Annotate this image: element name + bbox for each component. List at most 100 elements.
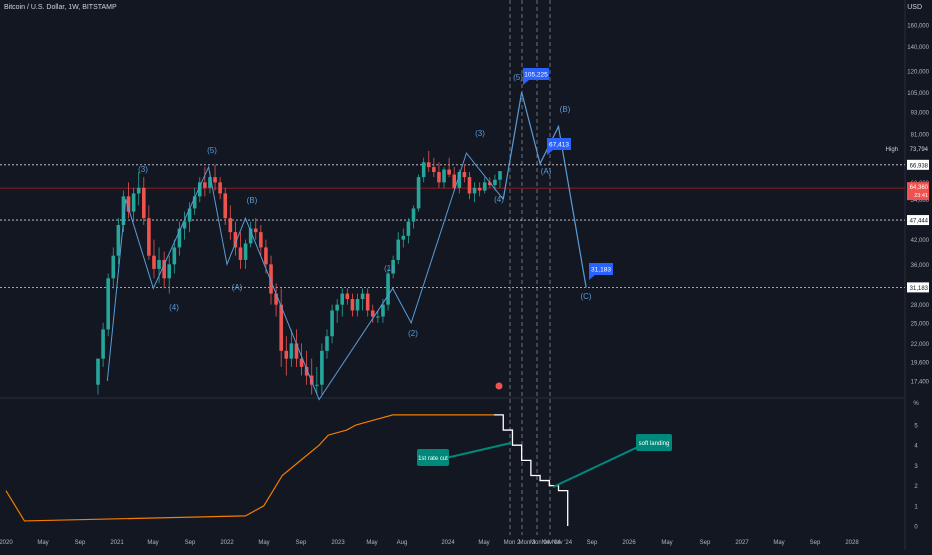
price-tick-label: 25,000 [911,321,930,327]
candle-body [391,259,395,274]
candle-body [325,336,329,351]
wave-label: (B) [247,196,258,205]
price-tick-label: 42,000 [911,238,930,244]
rate-tick-label: 1 [914,504,918,510]
price-tick-label: 120,000 [907,70,929,76]
time-tick-label: 2027 [735,540,749,546]
candle-body [294,343,299,359]
candle-body [482,182,487,191]
candle-body [141,187,146,219]
time-tick-label: 2026 [622,540,636,546]
price-callouts: 105,225 67,413 31,183 [523,68,613,280]
price-tick-label: 19,600 [911,360,930,366]
price-tick-label: 140,000 [907,45,929,51]
candle-body [116,225,121,256]
time-tick-label: Nov '24 [552,540,573,546]
price-tick-label: 105,000 [907,91,929,97]
high-value: 73,794 [910,147,929,153]
current-price-tag [907,182,929,201]
candle-body [447,169,451,175]
rate-unit-label: % [913,401,919,407]
time-tick-label: 2022 [220,540,234,546]
time-tick-label: May [366,540,377,546]
wave-label: (3) [475,129,485,138]
candle-body [335,304,339,311]
wave-label: (4) [169,303,179,312]
price-callout-box [547,138,571,155]
candle-body [488,182,492,186]
time-tick-label: May [147,540,158,546]
time-tick-label: May [661,540,672,546]
wave-label: (3) [138,165,148,174]
price-level-tag-text: 66,938 [910,163,929,169]
annotation-pointer [445,442,512,459]
candle-body [208,177,212,188]
candle-body [370,310,375,317]
candle-body [381,304,385,317]
candle-body [279,304,283,351]
candle-body [472,187,477,194]
candle-body [421,162,426,178]
time-tick-label: Aug [397,540,408,546]
rate-history-line [5,414,495,522]
candle-body [269,264,273,294]
candle-body [457,172,462,188]
candle-body [376,316,380,318]
time-tick-label: Sep [810,540,821,546]
price-tick-label: 54,000 [911,198,930,204]
time-tick-label: Sep [75,540,86,546]
candle-body [498,171,502,180]
candle-body [396,239,401,260]
candle-body [284,350,289,359]
price-callout-text: 31,183 [591,267,611,274]
candle-body [330,310,334,337]
time-tick-label: Sep [587,540,598,546]
candle-body [106,278,110,330]
candle-body [259,232,263,248]
candle-body [101,329,105,359]
time-tick-label: Mon 3 [519,540,536,546]
time-tick-label: 2023 [331,540,345,546]
price-callout-box [523,68,549,85]
time-tick-label: Sep [700,540,711,546]
wave-label: (2) [408,329,418,338]
candle-body [197,182,202,197]
wave-label: (A) [541,167,552,176]
candle-body [365,293,370,311]
annotation-pointer [552,445,641,488]
candle-body [467,177,472,194]
candle-body [136,187,141,194]
candle-body [233,232,238,248]
candle-body [177,228,182,248]
currency-label: USD [907,4,922,11]
price-tick-label: 17,400 [911,380,930,386]
candle-body [401,235,406,240]
candle-body [121,196,126,226]
candle-body [350,299,355,311]
candle-body [340,293,345,305]
candle-body [304,366,309,376]
wave-label: (C) [580,292,591,301]
candle-body [192,196,197,209]
grid-lines [0,0,906,550]
candle-body [416,177,421,209]
candle-body [452,174,457,188]
rate-tick-label: 4 [914,444,918,450]
rate-tick-label: 2 [914,484,918,490]
candles [96,150,502,395]
elliott-wave [106,92,587,401]
price-tick-label: 93,000 [911,111,930,117]
candle-body [253,228,258,233]
price-callout-box [589,263,613,280]
wave-label: (B) [560,105,571,114]
event-icon [495,382,503,390]
time-tick-label: May [773,540,784,546]
candle-body [111,255,116,279]
candle-body [182,221,187,229]
wave-history-line [106,152,504,401]
candle-body [96,358,100,385]
candle-body [172,247,177,265]
countdown-text: 23:41 [914,193,928,199]
